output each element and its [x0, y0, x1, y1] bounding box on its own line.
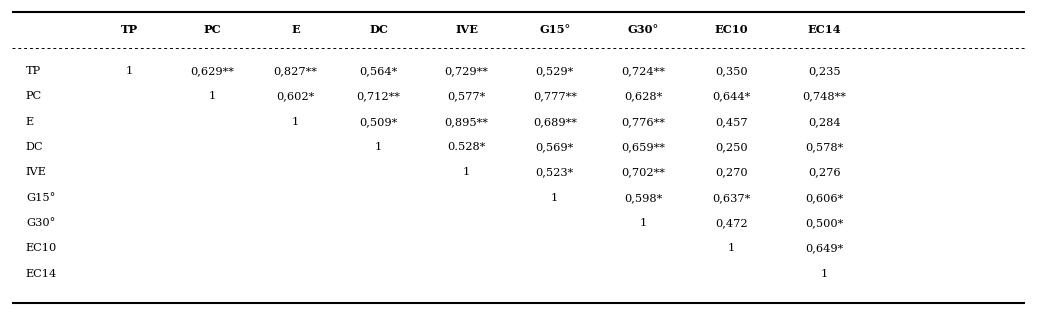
Text: 0,689**: 0,689**	[533, 117, 577, 127]
Text: 0,577*: 0,577*	[448, 91, 485, 101]
Text: 0,748**: 0,748**	[803, 91, 846, 101]
Text: TP: TP	[26, 66, 41, 76]
Text: 0,500*: 0,500*	[806, 218, 843, 228]
Text: 0,564*: 0,564*	[360, 66, 397, 76]
Text: DC: DC	[369, 24, 388, 35]
Text: 0,509*: 0,509*	[360, 117, 397, 127]
Text: 1: 1	[821, 269, 828, 279]
Text: G15°: G15°	[26, 193, 55, 203]
Text: 0,659**: 0,659**	[621, 142, 665, 152]
Text: IVE: IVE	[26, 167, 47, 177]
Text: 0,276: 0,276	[808, 167, 841, 177]
Text: 1: 1	[640, 218, 646, 228]
Text: G30°: G30°	[627, 24, 658, 35]
Text: PC: PC	[26, 91, 43, 101]
Text: 0,724**: 0,724**	[621, 66, 665, 76]
Text: DC: DC	[26, 142, 44, 152]
Text: E: E	[291, 24, 300, 35]
Text: 1: 1	[292, 117, 299, 127]
Text: 0,457: 0,457	[714, 117, 748, 127]
Text: 1: 1	[209, 91, 216, 101]
Text: 0,606*: 0,606*	[806, 193, 843, 203]
Text: IVE: IVE	[455, 24, 478, 35]
Text: 0,712**: 0,712**	[357, 91, 400, 101]
Text: 0,827**: 0,827**	[274, 66, 317, 76]
Text: G15°: G15°	[539, 24, 570, 35]
Text: TP: TP	[121, 24, 138, 35]
Text: 0,529*: 0,529*	[536, 66, 573, 76]
Text: EC10: EC10	[26, 243, 57, 253]
Text: 0,350: 0,350	[714, 66, 748, 76]
Text: 0,472: 0,472	[714, 218, 748, 228]
Text: 0,628*: 0,628*	[624, 91, 662, 101]
Text: 1: 1	[728, 243, 734, 253]
Text: E: E	[26, 117, 34, 127]
Text: 0,235: 0,235	[808, 66, 841, 76]
Text: EC10: EC10	[714, 24, 748, 35]
Text: 0,644*: 0,644*	[712, 91, 750, 101]
Text: 0,777**: 0,777**	[533, 91, 577, 101]
Text: 0,578*: 0,578*	[806, 142, 843, 152]
Text: 0,729**: 0,729**	[445, 66, 488, 76]
Text: EC14: EC14	[808, 24, 841, 35]
Text: 0,895**: 0,895**	[445, 117, 488, 127]
Text: 0,569*: 0,569*	[536, 142, 573, 152]
Text: 0.528*: 0.528*	[447, 142, 486, 152]
Text: 1: 1	[375, 142, 382, 152]
Text: PC: PC	[204, 24, 221, 35]
Text: 0,602*: 0,602*	[277, 91, 314, 101]
Text: 0,598*: 0,598*	[624, 193, 662, 203]
Text: 0,629**: 0,629**	[191, 66, 234, 76]
Text: 0,702**: 0,702**	[621, 167, 665, 177]
Text: 1: 1	[464, 167, 470, 177]
Text: 1: 1	[127, 66, 133, 76]
Text: 0,523*: 0,523*	[536, 167, 573, 177]
Text: 0,649*: 0,649*	[806, 243, 843, 253]
Text: 0,776**: 0,776**	[621, 117, 665, 127]
Text: G30°: G30°	[26, 218, 55, 228]
Text: 0,270: 0,270	[714, 167, 748, 177]
Text: EC14: EC14	[26, 269, 57, 279]
Text: 1: 1	[552, 193, 558, 203]
Text: 0,284: 0,284	[808, 117, 841, 127]
Text: 0,637*: 0,637*	[712, 193, 750, 203]
Text: 0,250: 0,250	[714, 142, 748, 152]
